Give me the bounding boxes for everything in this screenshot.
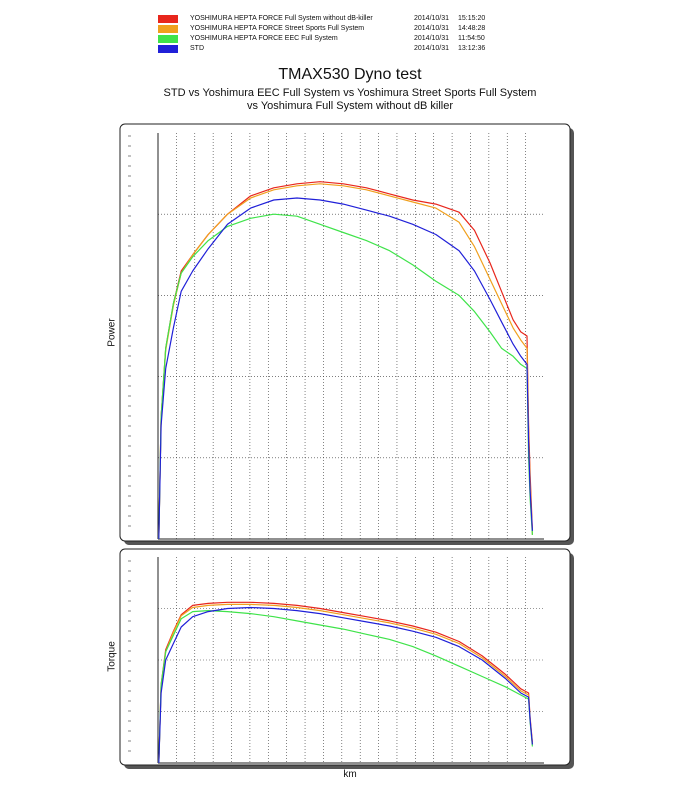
- legend-date: 2014/10/31: [414, 25, 450, 32]
- series-line-street-sports: [158, 603, 533, 764]
- legend-swatch: [158, 35, 178, 43]
- legend-label: YOSHIMURA HEPTA FORCE EEC Full System: [190, 35, 338, 42]
- legend-label: YOSHIMURA HEPTA FORCE Full System withou…: [190, 15, 373, 22]
- legend-time: 13:12:36: [458, 45, 486, 52]
- torque-chart: [119, 548, 574, 769]
- legend-time: 15:15:20: [458, 15, 486, 22]
- series-line-std: [158, 197, 533, 540]
- legend-swatch: [158, 25, 178, 33]
- legend-swatch: [158, 45, 178, 53]
- series-line-without-db-killer: [158, 181, 533, 540]
- chart-subtitle-line1: STD vs Yoshimura EEC Full System vs Yosh…: [163, 87, 537, 99]
- chart-title: TMAX530 Dyno test: [278, 66, 422, 83]
- legend-label: STD: [190, 45, 204, 52]
- legend-label: YOSHIMURA HEPTA FORCE Street Sports Full…: [190, 25, 365, 32]
- series-line-eec: [158, 213, 533, 540]
- legend-date: 2014/10/31: [414, 45, 450, 52]
- legend-time: 11:54:50: [458, 35, 485, 42]
- legend-date: 2014/10/31: [414, 15, 450, 22]
- series-line-eec: [158, 609, 533, 764]
- legend-swatch: [158, 15, 178, 23]
- legend-time: 14:48:28: [458, 25, 486, 32]
- legend-date: 2014/10/31: [414, 35, 450, 42]
- x-axis-label: km: [343, 769, 357, 780]
- torque-axis-label: Torque: [106, 641, 118, 672]
- chart-subtitle-line2: vs Yoshimura Full System without dB kill…: [246, 100, 454, 112]
- series-line-std: [158, 606, 533, 764]
- panel-frame: [119, 548, 571, 766]
- panel-frame: [119, 123, 571, 542]
- power-axis-label: Power: [106, 317, 118, 347]
- power-chart: [119, 123, 574, 545]
